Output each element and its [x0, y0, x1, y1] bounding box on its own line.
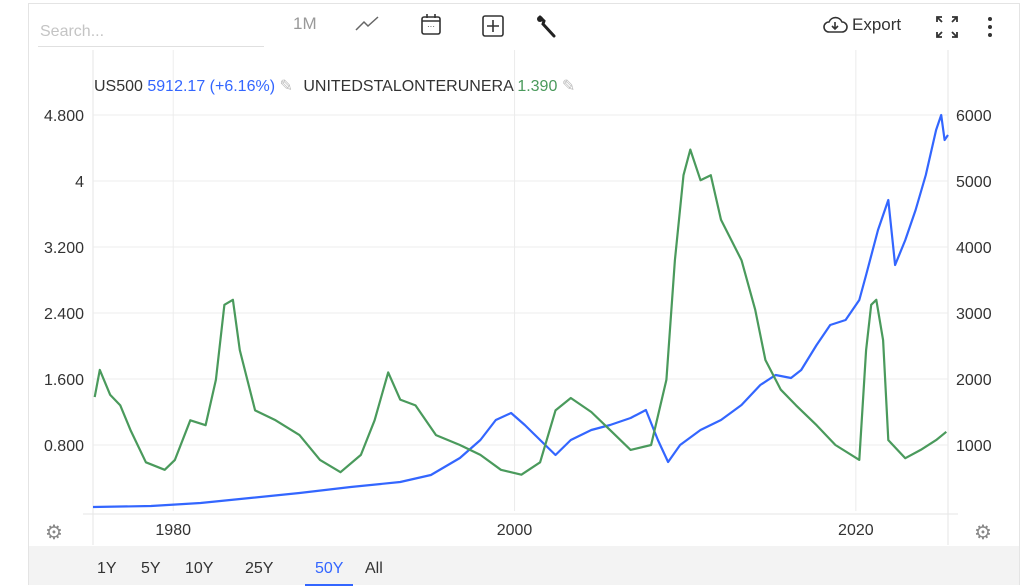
legend-us500-value: 5912.17 (+6.16%) [147, 78, 276, 95]
export-label: Export [852, 15, 902, 34]
left-axis-tick-label: 4 [75, 174, 84, 191]
left-axis-tick-label: 1.600 [44, 372, 84, 389]
export-button[interactable]: Export [822, 13, 901, 37]
range-button-25y[interactable]: 25Y [245, 560, 274, 577]
wrench-icon[interactable] [535, 14, 559, 40]
interval-button[interactable]: 1M [293, 14, 317, 33]
left-axis-tick-label: 2.400 [44, 306, 84, 323]
right-axis-settings-icon[interactable]: ⚙ [974, 522, 992, 544]
right-axis-tick-label: 1000 [956, 438, 992, 455]
range-button-1y[interactable]: 1Y [97, 560, 117, 577]
series-line-us500 [92, 113, 949, 509]
legend: US500 5912.17 (+6.16%) ✎ UNITEDSTALONTER… [94, 76, 575, 96]
edit-pencil-icon[interactable]: ✎ [279, 78, 293, 95]
line-chart-icon[interactable] [354, 14, 380, 34]
right-axis-tick-label: 6000 [956, 108, 992, 125]
range-button-10y[interactable]: 10Y [185, 560, 214, 577]
x-axis-tick-label: 1980 [155, 522, 191, 539]
calendar-icon[interactable]: ··· [419, 12, 443, 36]
edit-pencil-icon[interactable]: ✎ [561, 78, 576, 95]
range-button-5y[interactable]: 5Y [141, 560, 161, 577]
right-axis-tick-label: 3000 [956, 306, 992, 323]
series-line-unitedstalonterunera [93, 148, 947, 476]
search-input[interactable] [38, 18, 264, 47]
legend-unemp-name: UNITEDSTALONTERUNERA [303, 78, 513, 95]
right-axis-tick-label: 5000 [956, 174, 992, 191]
range-selector-bar [29, 546, 1019, 585]
more-menu-icon[interactable] [983, 15, 997, 39]
cloud-download-icon [823, 16, 848, 33]
left-axis-settings-icon[interactable]: ⚙ [45, 522, 63, 544]
fullscreen-icon[interactable] [935, 15, 959, 39]
svg-text:···: ··· [427, 22, 435, 31]
add-indicator-icon[interactable] [481, 14, 505, 38]
x-axis-tick-label: 2000 [497, 522, 533, 539]
left-axis-tick-label: 4.800 [44, 108, 84, 125]
legend-unemp-value: 1.390 [517, 78, 558, 95]
x-axis-tick-label: 2020 [838, 522, 874, 539]
right-axis-tick-label: 2000 [956, 372, 992, 389]
legend-us500-name: US500 [94, 78, 143, 95]
left-axis-tick-label: 3.200 [44, 240, 84, 257]
range-button-50y[interactable]: 50Y [305, 560, 354, 586]
range-button-all[interactable]: All [365, 560, 383, 577]
left-axis-tick-label: 0.800 [44, 438, 84, 455]
right-axis-tick-label: 4000 [956, 240, 992, 257]
